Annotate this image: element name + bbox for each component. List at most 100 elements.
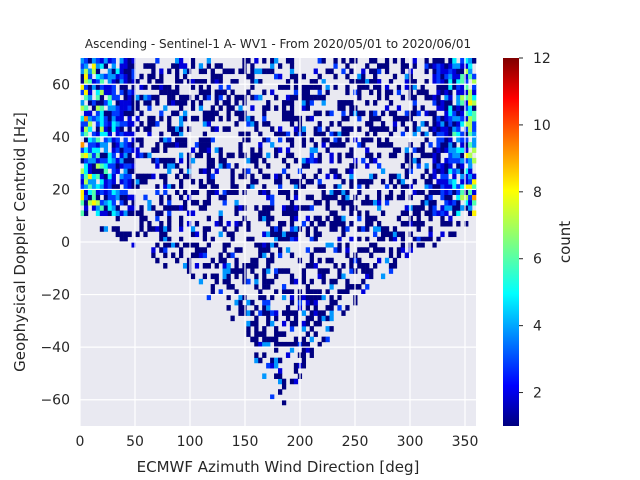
heatmap-cell — [432, 79, 437, 85]
heatmap-cell — [234, 79, 239, 85]
heatmap-cell — [111, 152, 116, 159]
heatmap-cell — [333, 184, 338, 190]
heatmap-cell — [159, 79, 164, 85]
heatmap-cell — [127, 205, 132, 211]
heatmap-cell — [218, 257, 223, 264]
heatmap-cell — [278, 378, 283, 385]
heatmap-cell — [456, 94, 461, 101]
heatmap-cell — [289, 273, 295, 280]
heatmap-cell — [107, 73, 112, 80]
heatmap-cell — [349, 199, 354, 206]
heatmap-cell — [408, 152, 413, 159]
heatmap-cell — [349, 268, 354, 274]
heatmap-cell — [289, 326, 295, 332]
heatmap-cell — [317, 184, 322, 190]
heatmap-cell — [349, 58, 354, 64]
heatmap-cell — [226, 94, 231, 101]
heatmap-cell — [254, 205, 259, 211]
heatmap-cell — [262, 352, 267, 358]
heatmap-cell — [317, 215, 322, 222]
heatmap-cell — [337, 199, 342, 206]
heatmap-cell — [392, 115, 398, 122]
heatmap-cell — [246, 310, 251, 316]
heatmap-cell — [365, 131, 370, 138]
heatmap-cell — [293, 236, 299, 243]
heatmap-cell — [258, 79, 263, 85]
heatmap-cell — [99, 184, 105, 190]
heatmap-cell — [424, 79, 429, 85]
heatmap-cell — [341, 205, 346, 211]
heatmap-cell — [424, 194, 429, 201]
heatmap-cell — [87, 152, 93, 159]
heatmap-cell — [281, 294, 287, 301]
heatmap-cell — [404, 79, 409, 85]
heatmap-cell — [464, 63, 469, 69]
heatmap-cell — [111, 105, 116, 111]
heatmap-cell — [305, 315, 310, 322]
heatmap-cell — [456, 79, 461, 85]
heatmap-cell — [258, 331, 263, 337]
heatmap-cell — [373, 247, 378, 253]
heatmap-cell — [270, 226, 275, 232]
heatmap-cell — [309, 84, 314, 90]
heatmap-cell — [289, 142, 295, 148]
heatmap-cell — [155, 257, 160, 264]
heatmap-cell — [337, 236, 342, 243]
heatmap-cell — [127, 131, 132, 138]
heatmap-cell — [444, 205, 449, 211]
heatmap-cell — [281, 210, 287, 217]
heatmap-cell — [396, 105, 402, 111]
heatmap-cell — [107, 68, 112, 75]
heatmap-cell — [99, 79, 105, 85]
heatmap-cell — [309, 94, 314, 101]
heatmap-cell — [293, 178, 299, 185]
heatmap-cell — [254, 336, 259, 343]
heatmap-cell — [123, 152, 128, 159]
heatmap-cell — [107, 84, 112, 90]
heatmap-cell — [202, 199, 208, 206]
heatmap-cell — [281, 284, 287, 290]
heatmap-cell — [345, 226, 350, 232]
heatmap-cell — [472, 105, 477, 111]
heatmap-cell — [420, 147, 425, 153]
heatmap-cell — [127, 94, 132, 101]
heatmap-cell — [317, 73, 322, 80]
heatmap-cell — [214, 263, 219, 269]
heatmap-cell — [182, 100, 188, 106]
heatmap-cell — [262, 231, 267, 238]
heatmap-cell — [464, 94, 469, 101]
heatmap-cell — [127, 147, 132, 153]
heatmap-cell — [428, 178, 433, 185]
heatmap-cell — [103, 226, 109, 232]
heatmap-cell — [444, 105, 449, 111]
heatmap-cell — [270, 231, 275, 238]
heatmap-cell — [262, 136, 267, 143]
heatmap-cell — [226, 231, 231, 238]
heatmap-cell — [436, 126, 441, 132]
heatmap-cell — [115, 121, 120, 127]
heatmap-cell — [190, 252, 196, 259]
heatmap-cell — [99, 110, 105, 117]
heatmap-cell — [155, 147, 160, 153]
heatmap-cell — [266, 310, 271, 316]
heatmap-cell — [206, 242, 211, 248]
heatmap-cell — [266, 194, 271, 201]
heatmap-cell — [309, 347, 314, 353]
heatmap-cell — [400, 189, 406, 195]
heatmap-cell — [278, 331, 283, 337]
heatmap-cell — [456, 131, 461, 138]
heatmap-cell — [270, 336, 275, 343]
heatmap-cell — [230, 315, 235, 322]
heatmap-cell — [373, 68, 378, 75]
heatmap-cell — [258, 294, 263, 301]
heatmap-cell — [135, 105, 140, 111]
heatmap-cell — [87, 110, 93, 117]
heatmap-cell — [95, 152, 101, 159]
heatmap-cell — [80, 194, 85, 201]
heatmap-cell — [214, 73, 219, 80]
heatmap-cell — [182, 199, 188, 206]
heatmap-cell — [408, 157, 413, 164]
heatmap-cell — [159, 131, 164, 138]
heatmap-cell — [404, 210, 409, 217]
heatmap-cell — [250, 73, 255, 80]
